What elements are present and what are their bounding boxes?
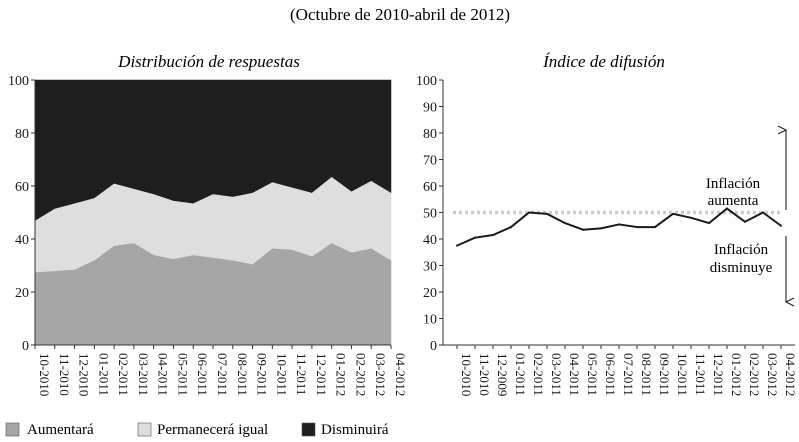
diffusion-index-point: [546, 212, 548, 215]
left-x-tick-label: 01-2011: [96, 353, 111, 396]
left-x-tick-label: 02-2012: [353, 353, 368, 396]
diffusion-index-point: [780, 224, 782, 227]
area-disminuira: [34, 79, 392, 221]
diffusion-index-point: [762, 211, 764, 214]
diffusion-index-point: [744, 220, 746, 223]
right-chart-title: Índice de difusión: [542, 52, 665, 71]
left-x-tick-label: 06-2011: [195, 353, 210, 396]
right-x-tick-label: 10-2010: [459, 353, 474, 396]
legend-label-aumentara: Aumentará: [27, 422, 94, 438]
diffusion-index-point: [618, 223, 620, 226]
chart-subtitle: (Octubre de 2010-abril de 2012): [290, 5, 510, 24]
right-x-tick-label: 02-2011: [531, 353, 546, 396]
left-y-tick-label: 20: [15, 286, 29, 301]
left-x-tick-label: 10-2011: [274, 353, 289, 396]
right-x-tick-label: 07-2011: [621, 353, 636, 396]
right-x-tick-label: 11-2010: [477, 353, 492, 396]
right-y-tick-label: 40: [423, 233, 437, 248]
diffusion-index-point: [492, 234, 494, 237]
left-x-tick-label: 03-2011: [136, 353, 151, 396]
legend-swatch-aumentara: [5, 422, 20, 437]
diffusion-index-point: [510, 226, 512, 229]
left-x-tick-label: 08-2011: [235, 353, 250, 396]
legend-swatch-permanecera: [137, 422, 152, 437]
left-x-tick-label: 02-2011: [116, 353, 131, 396]
right-x-tick-label: 11-2011: [693, 353, 708, 395]
left-x-tick-label: 04-2012: [393, 353, 408, 396]
right-x-tick-label: 12-2011: [711, 353, 726, 396]
left-y-tick-label: 100: [8, 74, 29, 89]
left-plot: 0 20 40 60 80 100 10-2010 11-2010 12-2010 01-2011…: [8, 74, 408, 396]
left-x-tick-label: 03-2012: [373, 353, 388, 396]
right-y-tick-label: 60: [423, 180, 437, 195]
right-x-tick-label: 01-2012: [729, 353, 744, 396]
diffusion-index-point: [708, 222, 710, 225]
right-x-tick-label: 02-2012: [747, 353, 762, 396]
diffusion-index-line: [456, 207, 782, 247]
legend-label-disminuira: Disminuirá: [321, 422, 389, 438]
right-y-tick-label: 20: [423, 286, 437, 301]
right-y-tick-label: 90: [423, 101, 437, 116]
diffusion-index-point: [726, 207, 728, 210]
right-y-tick-label: 0: [430, 339, 437, 354]
right-x-tick-label: 06-2011: [603, 353, 618, 396]
diffusion-index-point: [672, 212, 674, 215]
right-y-tick-label: 10: [423, 313, 437, 328]
diffusion-index-point: [582, 228, 584, 231]
right-x-tick-label: 01-2011: [513, 353, 528, 396]
diffusion-index-point: [636, 226, 638, 229]
diffusion-index-point: [474, 236, 476, 239]
left-x-tick-label: 11-2010: [57, 353, 72, 396]
diffusion-index-point: [690, 216, 692, 219]
left-y-tick-label: 0: [22, 339, 29, 354]
left-x-tick-label: 11-2011: [294, 353, 309, 395]
left-x-tick-label: 12-2010: [77, 353, 92, 396]
left-y-tick-label: 80: [15, 127, 29, 142]
annotation-up-line1: Inflación: [706, 176, 761, 192]
right-x-tick-label: 09-2011: [657, 353, 672, 396]
diffusion-index-point: [456, 244, 458, 247]
diffusion-index-point: [528, 211, 530, 214]
left-x-tick-label: 04-2011: [156, 353, 171, 396]
diffusion-index-point: [564, 222, 566, 225]
right-x-tick-label: 10-2011: [675, 353, 690, 396]
annotation-down-line2: disminuye: [710, 260, 773, 276]
right-x-tick-label: 04-2011: [567, 353, 582, 396]
right-y-tick-label: 30: [423, 260, 437, 275]
left-x-tick-label: 10-2010: [37, 353, 52, 396]
legend-swatch-disminuira: [301, 422, 316, 437]
right-y-tick-label: 100: [416, 74, 437, 89]
annotation-up-line2: aumenta: [708, 193, 759, 209]
right-x-tick-label: 03-2012: [765, 353, 780, 396]
right-x-tick-label: 04-2012: [783, 353, 798, 396]
legend: Aumentará Permanecerá igual Disminuirá: [5, 422, 389, 438]
right-y-tick-label: 80: [423, 127, 437, 142]
left-y-tick-label: 60: [15, 180, 29, 195]
right-x-tick-label: 05-2011: [585, 353, 600, 396]
left-chart-title: Distribución de respuestas: [117, 52, 300, 71]
annotation-down-line1: Inflación: [714, 242, 769, 258]
right-y-tick-label: 50: [423, 207, 437, 222]
left-x-tick-label: 09-2011: [255, 353, 270, 396]
left-x-tick-label: 12-2011: [314, 353, 329, 396]
right-x-tick-label: 03-2011: [549, 353, 564, 396]
right-y-tick-label: 70: [423, 154, 437, 169]
right-x-tick-label: 08-2011: [639, 353, 654, 396]
legend-label-permanecera: Permanecerá igual: [157, 422, 268, 438]
diffusion-index-point: [600, 227, 602, 230]
left-y-tick-label: 40: [15, 233, 29, 248]
left-x-tick-label: 01-2012: [334, 353, 349, 396]
left-x-tick-label: 07-2011: [215, 353, 230, 396]
left-x-tick-label: 05-2011: [175, 353, 190, 396]
right-x-tick-label: 12-2009: [495, 353, 510, 396]
diffusion-index-point: [654, 226, 656, 229]
